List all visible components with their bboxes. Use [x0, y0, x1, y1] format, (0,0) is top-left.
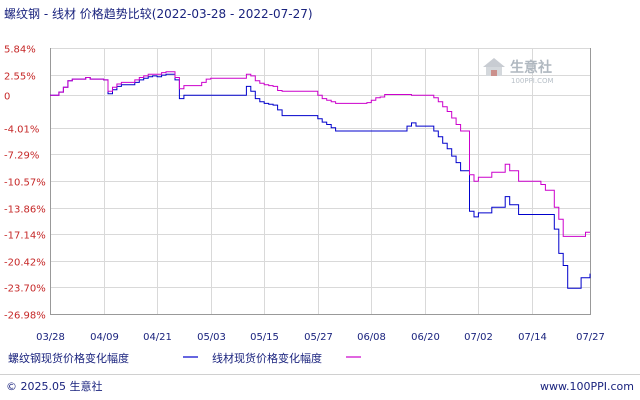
x-axis-ticks: 03/28 04/09 04/21 05/03 05/15 05/27 06/08 06/20…: [36, 332, 605, 343]
x-tick-label: 07/14: [518, 332, 547, 343]
y-tick-label: -13.86%: [4, 205, 46, 216]
legend: 螺纹钢现货价格变化幅度 线材现货价格变化幅度: [8, 351, 361, 365]
watermark-name: 生意社: [510, 59, 552, 76]
plot-frame: [50, 48, 591, 315]
y-tick-label: -4.01%: [4, 125, 39, 136]
y-tick-label: -26.98%: [4, 311, 46, 322]
y-tick-label: 5.84%: [4, 45, 36, 56]
x-tick-label: 06/20: [411, 332, 440, 343]
house-logo-icon: [483, 58, 505, 76]
x-tick-label: 05/03: [197, 332, 226, 343]
y-tick-label: 0: [4, 92, 10, 103]
y-tick-label: -10.57%: [4, 178, 46, 189]
legend-label-series-1: 螺纹钢现货价格变化幅度: [8, 351, 129, 365]
grid: [50, 48, 591, 315]
footer-site: www.100PPI.com: [540, 380, 634, 393]
series-lines: [50, 71, 591, 289]
y-axis-ticks: 5.84% 2.55% 0 -4.01% -7.29% -10.57% -13.86% -17…: [4, 45, 46, 322]
y-tick-label: -23.70%: [4, 284, 46, 295]
chart-title: 螺纹钢 - 线材 价格趋势比较(2022-03-28 - 2022-07-27): [4, 6, 313, 21]
x-tick-label: 03/28: [36, 332, 65, 343]
y-tick-label: -7.29%: [4, 151, 39, 162]
watermark-site: 100PPI.COM: [511, 77, 554, 85]
series-line-2: [50, 71, 590, 237]
footer-copyright: © 2025.05 生意社: [6, 379, 102, 393]
x-tick-label: 07/27: [576, 332, 605, 343]
series-line-1: [50, 73, 591, 289]
legend-label-series-2: 线材现货价格变化幅度: [212, 351, 322, 365]
y-tick-label: -17.14%: [4, 231, 46, 242]
x-tick-label: 07/02: [464, 332, 493, 343]
x-tick-label: 05/27: [304, 332, 333, 343]
x-tick-label: 05/15: [250, 332, 279, 343]
y-tick-label: 2.55%: [4, 72, 36, 83]
y-tick-label: -20.42%: [4, 258, 46, 269]
watermark: 生意社 100PPI.COM: [483, 58, 554, 85]
x-tick-label: 06/08: [357, 332, 386, 343]
x-tick-label: 04/21: [143, 332, 172, 343]
x-tick-label: 04/09: [90, 332, 119, 343]
